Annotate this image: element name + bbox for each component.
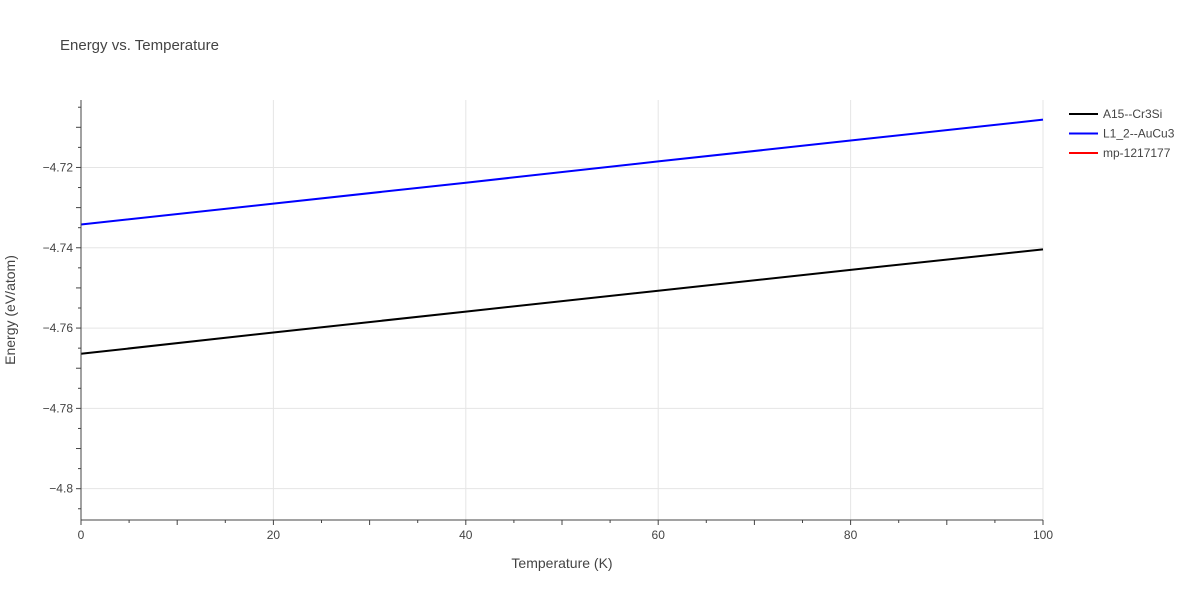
series-line-l1-2-aucu3 (80, 118, 1044, 226)
x-tick-label: 40 (459, 528, 473, 542)
x-tick-label: 0 (78, 528, 85, 542)
y-tick-label: −4.8 (49, 482, 73, 496)
x-axis-title: Temperature (K) (511, 555, 612, 571)
series-line-a15-cr3si (80, 248, 1044, 355)
legend-item-l1-2-aucu3[interactable]: L1_2--AuCu3 (1069, 127, 1175, 141)
x-tick-label: 80 (844, 528, 858, 542)
x-tick-label: 100 (1033, 528, 1053, 542)
grid-layer (81, 100, 1044, 520)
x-tick-label: 20 (267, 528, 281, 542)
y-tick-label: −4.74 (43, 241, 74, 255)
legend-label: mp-1217177 (1103, 146, 1171, 160)
legend: A15--Cr3Si L1_2--AuCu3 mp-1217177 (1069, 107, 1175, 160)
legend-label: L1_2--AuCu3 (1103, 127, 1175, 141)
y-tick-label: −4.72 (43, 160, 74, 174)
axis-layer: 0 20 40 60 80 100 −4.72 −4.74 −4.76 −4.78 −4.8 (43, 100, 1053, 542)
series-layer (80, 118, 1044, 355)
legend-label: A15--Cr3Si (1103, 107, 1162, 121)
legend-item-mp-1217177[interactable]: mp-1217177 (1069, 146, 1171, 160)
y-tick-label: −4.78 (43, 401, 74, 415)
legend-item-a15-cr3si[interactable]: A15--Cr3Si (1069, 107, 1162, 121)
x-tick-label: 60 (652, 528, 666, 542)
y-axis-title: Energy (eV/atom) (2, 255, 18, 365)
chart-title: Energy vs. Temperature (60, 37, 219, 54)
y-tick-label: −4.76 (43, 321, 74, 335)
